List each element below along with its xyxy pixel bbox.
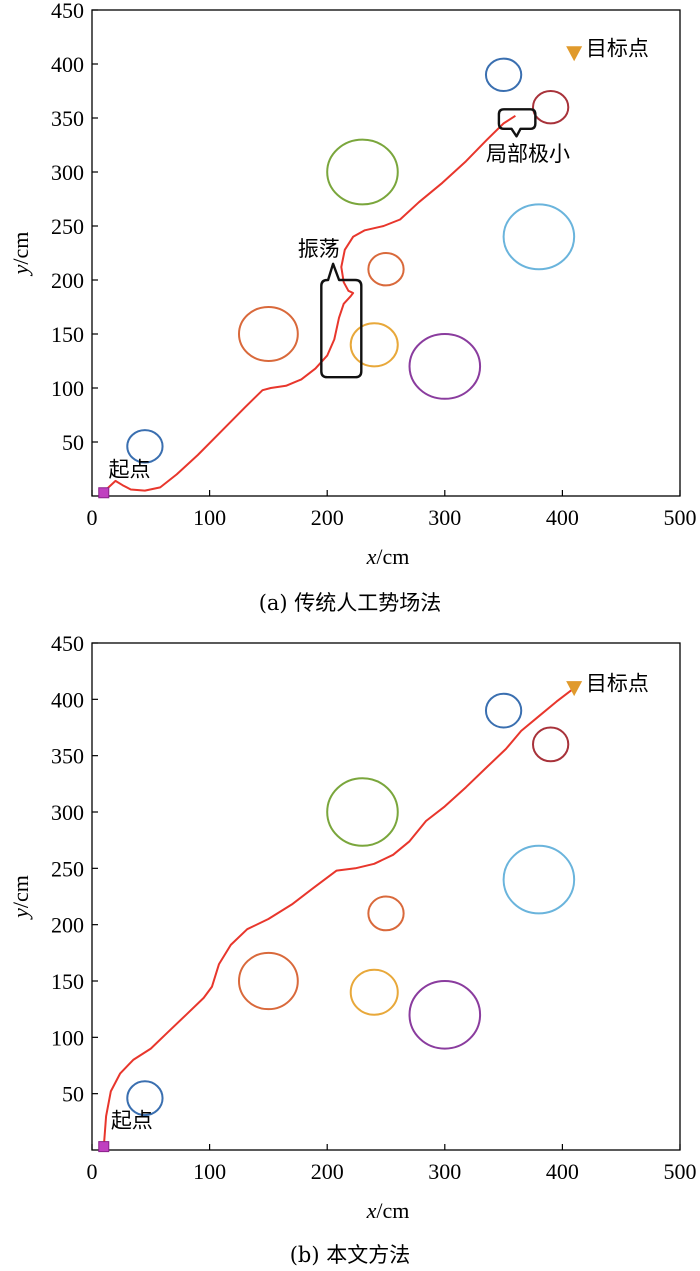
chart-b-goal-marker bbox=[566, 681, 583, 697]
chart-b-y-tick-label: 450 bbox=[51, 631, 84, 656]
chart-b-y-tick-label: 350 bbox=[51, 744, 84, 769]
chart-b-obstacle-circle bbox=[408, 980, 482, 1050]
chart-b-obstacle-circle bbox=[367, 895, 405, 932]
chart-b-caption: (b) 本文方法 bbox=[290, 1243, 411, 1267]
chart-a-y-tick-label: 450 bbox=[51, 0, 84, 23]
chart-a-y-tick-label: 250 bbox=[51, 214, 84, 239]
chart-a-annotation: 起点 bbox=[108, 458, 150, 482]
chart-b-x-tick-label: 200 bbox=[311, 1159, 344, 1184]
chart-a-x-tick-label: 100 bbox=[193, 505, 226, 530]
chart-a-x-axis-label: x/cm bbox=[366, 544, 410, 569]
chart-a-y-tick-label: 400 bbox=[51, 52, 84, 77]
chart-panel-a: 0 100 200 300 400 500 50 100 150 200 250 300 350 400 4… bbox=[8, 0, 697, 615]
chart-a-y-tick-label: 300 bbox=[51, 160, 84, 185]
chart-b-x-tick-label: 100 bbox=[193, 1159, 226, 1184]
chart-b-y-tick-label: 400 bbox=[51, 687, 84, 712]
chart-a-obstacle-circle bbox=[502, 203, 576, 271]
chart-a-x-tick-label: 500 bbox=[664, 505, 697, 530]
chart-b-obstacle-circle bbox=[326, 777, 399, 847]
chart-b-obstacle-circle bbox=[126, 1080, 164, 1117]
chart-b-y-tick-label: 200 bbox=[51, 913, 84, 938]
chart-b-y-tick-label: 50 bbox=[62, 1082, 84, 1107]
chart-b-y-tick-label: 100 bbox=[51, 1025, 84, 1050]
chart-a-obstacle-circle bbox=[326, 138, 399, 206]
chart-b-y-tick-label: 300 bbox=[51, 800, 84, 825]
chart-b-robot-path bbox=[102, 687, 575, 1147]
chart-a-y-tick-label: 350 bbox=[51, 106, 84, 131]
chart-a-y-axis-label: y/cm bbox=[8, 232, 33, 277]
chart-a-obstacle-circle bbox=[238, 306, 299, 362]
chart-b-x-tick-label: 0 bbox=[87, 1159, 98, 1184]
chart-a-caption: (a) 传统人工势场法 bbox=[259, 591, 442, 615]
chart-a-x-tick-label: 0 bbox=[87, 505, 98, 530]
chart-b-obstacle-circle bbox=[484, 692, 523, 729]
chart-a-robot-path bbox=[103, 114, 516, 494]
chart-b-obstacle-circle bbox=[238, 951, 299, 1011]
chart-b-obstacle-circle bbox=[502, 844, 576, 915]
chart-a-y-tick-label: 150 bbox=[51, 322, 84, 347]
chart-b-start-marker bbox=[98, 1141, 110, 1153]
chart-panel-b: 0 100 200 300 400 500 50 100 150 200 250 300 350 400 4… bbox=[8, 631, 697, 1267]
chart-b-x-tick-label: 400 bbox=[546, 1159, 579, 1184]
chart-a-obstacle-circle bbox=[532, 90, 570, 125]
chart-b-y-tick-label: 250 bbox=[51, 856, 84, 881]
chart-a-annotation: 振荡 bbox=[298, 237, 340, 261]
chart-a-callout-oscillation bbox=[320, 262, 363, 379]
chart-a-obstacle-circle bbox=[367, 252, 405, 287]
chart-a-callout-local-min bbox=[497, 108, 537, 138]
chart-a-annotation: 局部极小 bbox=[486, 142, 570, 166]
chart-a-annotation: 目标点 bbox=[586, 36, 649, 60]
chart-a-x-tick-label: 400 bbox=[546, 505, 579, 530]
chart-b-plot-frame bbox=[91, 642, 681, 1151]
chart-a-y-tick-label: 50 bbox=[62, 430, 84, 455]
chart-a-obstacle-circle bbox=[126, 429, 164, 464]
chart-b-y-tick-label: 150 bbox=[51, 969, 84, 994]
chart-b-y-axis-label: y/cm bbox=[8, 875, 33, 920]
chart-b-annotation: 目标点 bbox=[586, 671, 649, 695]
chart-a-y-tick-label: 200 bbox=[51, 268, 84, 293]
chart-b-x-tick-label: 500 bbox=[664, 1159, 697, 1184]
chart-a-y-tick-label: 100 bbox=[51, 376, 84, 401]
chart-a-obstacle-circle bbox=[349, 322, 399, 368]
chart-b-obstacle-circle bbox=[349, 968, 399, 1016]
chart-b-obstacle-circle bbox=[532, 726, 570, 763]
chart-b-x-axis-label: x/cm bbox=[366, 1198, 410, 1223]
chart-b-annotation: 起点 bbox=[111, 1108, 153, 1132]
chart-b-plot-area bbox=[102, 687, 576, 1147]
chart-b-x-tick-label: 300 bbox=[428, 1159, 461, 1184]
chart-a-x-tick-label: 200 bbox=[311, 505, 344, 530]
chart-a-goal-marker bbox=[566, 46, 583, 62]
chart-a-x-tick-label: 300 bbox=[428, 505, 461, 530]
chart-a-obstacle-circle bbox=[484, 57, 523, 93]
chart-a-plot-frame bbox=[91, 9, 681, 497]
chart-a-obstacle-circle bbox=[408, 333, 482, 400]
chart-a-start-marker bbox=[98, 487, 110, 499]
chart-a-plot-area bbox=[103, 57, 576, 494]
